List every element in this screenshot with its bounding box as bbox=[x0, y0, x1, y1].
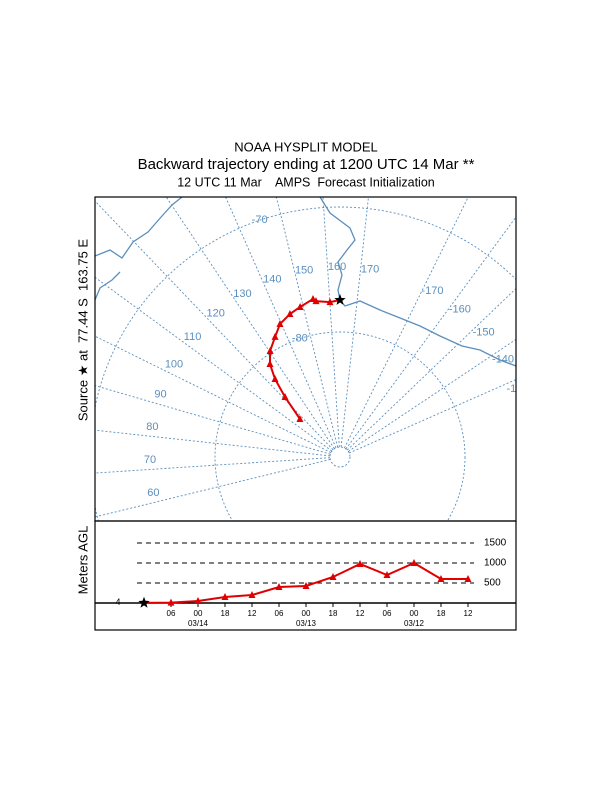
meridian bbox=[95, 385, 331, 455]
coastline bbox=[95, 271, 121, 301]
height-marker bbox=[221, 593, 229, 600]
date-label: 03/13 bbox=[296, 619, 317, 628]
pole-circle bbox=[329, 446, 351, 468]
meridian bbox=[345, 216, 516, 450]
longitude-label: 160 bbox=[328, 261, 346, 273]
longitude-label: 80 bbox=[146, 421, 158, 433]
longitude-label: 100 bbox=[165, 358, 183, 370]
date-label: 03/14 bbox=[188, 619, 209, 628]
x-tick-label: 12 bbox=[248, 609, 257, 618]
longitude-label: -140 bbox=[492, 353, 514, 365]
meridian bbox=[95, 457, 331, 474]
date-label: 03/12 bbox=[404, 619, 425, 628]
y-axis-label: Meters AGL bbox=[75, 526, 90, 595]
meridian bbox=[340, 197, 369, 448]
height-marker bbox=[194, 597, 202, 604]
height-marker bbox=[410, 559, 418, 566]
trajectory-marker bbox=[266, 360, 274, 368]
longitude-label: 150 bbox=[295, 264, 313, 276]
trajectory-marker bbox=[276, 320, 284, 328]
x-tick-label: 18 bbox=[221, 609, 230, 618]
latitude-label: -70 bbox=[252, 214, 268, 226]
x-tick-label: 00 bbox=[410, 609, 419, 618]
source-label: Source ★ at 77.44 S 163.75 E bbox=[75, 239, 90, 422]
coastline bbox=[319, 197, 516, 367]
x-tick-label: 06 bbox=[275, 609, 284, 618]
trajectory-marker bbox=[326, 298, 334, 306]
longitude-label: 60 bbox=[147, 487, 159, 499]
x-tick-label: 06 bbox=[383, 609, 392, 618]
trajectory-marker bbox=[271, 375, 279, 383]
longitude-label: 130 bbox=[233, 288, 251, 300]
x-tick-label: 12 bbox=[464, 609, 473, 618]
longitude-label: -160 bbox=[449, 303, 471, 315]
longitude-label: 110 bbox=[184, 331, 202, 343]
height-frame bbox=[94, 520, 517, 631]
y-tick-label: 500 bbox=[484, 578, 501, 589]
meridian bbox=[344, 197, 469, 449]
meridian bbox=[346, 287, 516, 451]
meridian bbox=[225, 197, 337, 449]
x-tick-label: 18 bbox=[437, 609, 446, 618]
meridian bbox=[95, 458, 331, 518]
x-tick-label: 18 bbox=[329, 609, 338, 618]
start-height-label: 4 bbox=[115, 597, 120, 607]
height-marker bbox=[464, 575, 472, 582]
trajectory-marker bbox=[266, 346, 274, 354]
meridian bbox=[95, 429, 331, 457]
map: -70 -80 60 70 80 90 100 110 120 130 140 150 160 170 -1… bbox=[95, 197, 529, 521]
meridian bbox=[95, 200, 334, 451]
map-frame bbox=[94, 196, 517, 522]
source-star bbox=[334, 294, 346, 305]
height-marker bbox=[383, 571, 391, 578]
trajectory-marker bbox=[271, 332, 279, 340]
x-tick-label: 12 bbox=[356, 609, 365, 618]
longitude-label: 70 bbox=[144, 454, 156, 466]
height-marker bbox=[248, 591, 256, 598]
x-tick-label: 00 bbox=[194, 609, 203, 618]
height-marker bbox=[437, 575, 445, 582]
longitude-label: -170 bbox=[421, 285, 443, 297]
longitude-label: 90 bbox=[154, 389, 166, 401]
source-star bbox=[138, 596, 150, 608]
latitude-label: -80 bbox=[292, 333, 308, 345]
trajectory-marker bbox=[296, 302, 304, 310]
height-marker bbox=[302, 582, 310, 589]
latitude-circle bbox=[95, 206, 516, 521]
longitude-label: -150 bbox=[473, 327, 495, 339]
x-tick-label: 00 bbox=[302, 609, 311, 618]
trajectory-marker bbox=[296, 414, 304, 422]
trajectory-marker bbox=[309, 295, 317, 303]
latitude-circle bbox=[214, 331, 466, 521]
y-tick-label: 1500 bbox=[484, 538, 507, 549]
title: NOAA HYSPLIT MODEL bbox=[234, 139, 378, 154]
longitude-label: -130 bbox=[507, 383, 529, 395]
subtitle2: 12 UTC 11 Mar AMPS Forecast Initializati… bbox=[177, 175, 435, 189]
subtitle: Backward trajectory ending at 1200 UTC 1… bbox=[138, 156, 475, 173]
longitude-label: 140 bbox=[263, 273, 281, 285]
trajectory bbox=[268, 297, 341, 420]
height-marker bbox=[275, 583, 283, 590]
x-tick-label: 06 bbox=[167, 609, 176, 618]
trajectory-marker bbox=[286, 310, 294, 318]
height-marker bbox=[356, 560, 364, 567]
y-tick-label: 1000 bbox=[484, 558, 507, 569]
longitude-label: 120 bbox=[206, 307, 224, 319]
longitude-label: 170 bbox=[361, 263, 379, 275]
height-marker bbox=[329, 573, 337, 580]
coastline bbox=[95, 197, 183, 259]
trajectory-marker bbox=[312, 297, 320, 305]
trajectory-marker bbox=[281, 393, 289, 401]
height-marker bbox=[167, 598, 175, 606]
meridian bbox=[165, 197, 335, 449]
